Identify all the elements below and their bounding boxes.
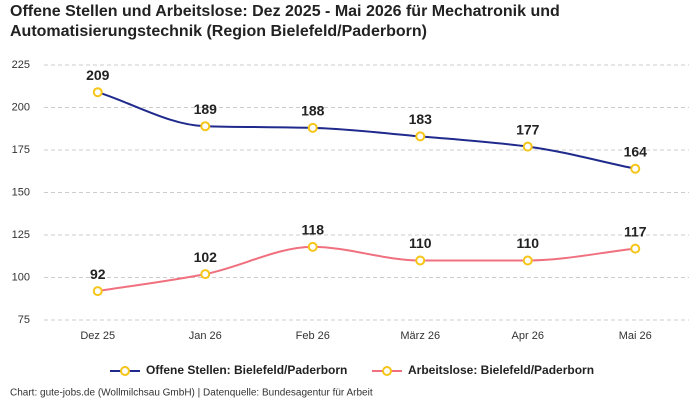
x-tick-label: Jan 26 xyxy=(189,330,222,342)
y-tick-label: 175 xyxy=(12,144,30,156)
data-label: 117 xyxy=(624,223,647,239)
data-label: 102 xyxy=(194,249,218,265)
data-label: 183 xyxy=(409,111,433,127)
legend-label: Arbeitslose: Bielefeld/Paderborn xyxy=(408,363,594,377)
data-label: 110 xyxy=(409,235,432,251)
x-tick-label: Mai 26 xyxy=(619,330,652,342)
y-tick-label: 150 xyxy=(12,186,30,198)
point xyxy=(630,243,641,254)
data-label: 92 xyxy=(90,266,106,282)
y-tick-label: 125 xyxy=(12,229,30,241)
data-label: 118 xyxy=(301,222,324,238)
point xyxy=(522,141,533,152)
y-tick-label: 225 xyxy=(12,59,30,71)
x-tick-label: Feb 26 xyxy=(296,330,330,342)
data-label: 189 xyxy=(194,101,218,117)
point xyxy=(630,163,641,174)
x-tick-label: Dez 25 xyxy=(80,330,115,342)
point xyxy=(200,269,211,280)
y-tick-label: 75 xyxy=(18,314,30,326)
legend-marker xyxy=(120,366,130,376)
y-tick-label: 100 xyxy=(12,271,30,283)
line xyxy=(97,91,636,170)
data-label: 209 xyxy=(86,67,110,83)
chart-title: Offene Stellen und Arbeitslose: Dez 2025… xyxy=(10,3,560,40)
data-label: 164 xyxy=(624,143,648,159)
data-label: 188 xyxy=(301,103,325,119)
data-label: 110 xyxy=(516,235,539,251)
point xyxy=(307,122,318,133)
point xyxy=(92,286,103,297)
data-label: 177 xyxy=(516,121,540,137)
y-tick-label: 200 xyxy=(12,101,30,113)
point xyxy=(92,87,103,98)
point xyxy=(415,255,426,266)
point xyxy=(307,241,318,252)
source: Chart: gute-jobs.de (Wollmilchsau GmbH) … xyxy=(10,388,373,399)
line xyxy=(97,245,636,293)
x-tick-label: März 26 xyxy=(400,330,440,342)
legend-marker xyxy=(382,366,392,376)
legend-label: Offene Stellen: Bielefeld/Paderborn xyxy=(146,363,347,377)
point xyxy=(415,131,426,142)
point xyxy=(200,121,211,132)
point xyxy=(522,255,533,266)
x-tick-label: Apr 26 xyxy=(512,330,544,342)
